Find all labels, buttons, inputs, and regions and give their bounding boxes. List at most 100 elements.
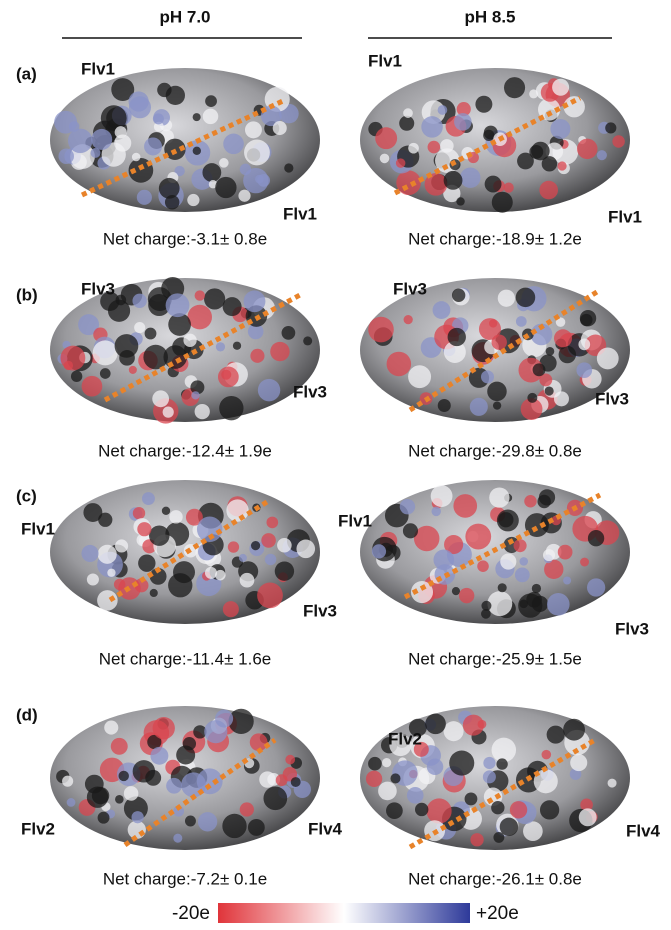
surface-patch: [141, 492, 155, 506]
surface-patch: [143, 344, 168, 370]
surface-patch: [596, 347, 619, 370]
surface-patch: [190, 380, 205, 395]
surface-patch: [449, 750, 475, 776]
surface-patch: [519, 599, 528, 609]
surface-patch: [219, 395, 244, 421]
surface-patch: [222, 813, 247, 839]
surface-patch: [484, 175, 502, 193]
surface-patch: [81, 544, 99, 563]
surface-patch: [194, 403, 210, 420]
surface-patch: [375, 127, 398, 150]
surface-patch: [114, 334, 139, 358]
surface-patch: [515, 287, 536, 308]
surface-patch: [443, 721, 464, 742]
surface-patch: [91, 128, 113, 150]
surface-patch: [557, 544, 573, 560]
surface-patch: [194, 290, 205, 301]
surface-patch: [378, 781, 397, 801]
surface-patch: [145, 769, 162, 786]
surface-patch: [578, 338, 591, 351]
surface-patch: [204, 288, 226, 310]
surface-patch: [500, 553, 517, 570]
surface-patch: [547, 593, 570, 616]
surface-patch: [222, 601, 239, 618]
surface-patch: [128, 365, 137, 374]
surface-patch: [379, 153, 390, 164]
protein-label: Flv4: [626, 821, 661, 840]
surface-patch: [477, 560, 489, 572]
surface-patch: [78, 314, 100, 336]
surface-patch: [570, 754, 588, 772]
surface-patch: [147, 734, 162, 750]
surface-patch: [482, 770, 496, 784]
surface-patch: [553, 391, 569, 407]
surface-patch: [555, 317, 566, 327]
surface-patch: [492, 401, 502, 410]
surface-patch: [104, 720, 119, 735]
surface-patch: [578, 808, 597, 827]
surface-patch: [131, 811, 144, 824]
surface-patch: [538, 98, 561, 121]
surface-patch: [202, 163, 222, 182]
surface-patch: [118, 770, 129, 782]
surface-patch: [238, 189, 251, 202]
surface-patch: [215, 342, 226, 352]
surface-patch: [580, 798, 593, 812]
surface-patch: [277, 537, 292, 553]
surface-patch: [406, 786, 424, 804]
surface-patch: [576, 362, 593, 379]
net-charge: Net charge:-3.1± 0.8e: [103, 229, 267, 248]
surface-patch: [427, 140, 441, 154]
surface-patch: [558, 345, 577, 364]
surface-patch: [545, 346, 555, 356]
surface-patch: [530, 323, 553, 346]
surface-patch: [272, 121, 287, 136]
surface-patch: [443, 170, 463, 190]
surface-patch: [247, 323, 264, 340]
surface-patch: [447, 327, 466, 347]
surface-patch: [543, 549, 556, 562]
surface-patch: [403, 314, 413, 325]
surface-patch: [158, 177, 180, 199]
surface-patch: [541, 156, 558, 172]
surface-patch: [128, 96, 151, 119]
net-charge: Net charge:-26.1± 0.8e: [408, 869, 582, 888]
surface-patch: [243, 290, 266, 313]
surface-patch: [462, 714, 484, 736]
surface-patch: [127, 820, 146, 839]
surface-patch: [413, 525, 440, 552]
surface-patch: [63, 360, 74, 371]
protein-label: Flv3: [595, 389, 629, 408]
surface-patch: [249, 733, 268, 752]
surface-patch: [444, 534, 464, 555]
surface-patch: [395, 158, 406, 168]
interface-line: [408, 287, 602, 413]
surface-patch: [197, 812, 218, 832]
surface-patch: [563, 718, 585, 741]
surface-patch: [239, 802, 254, 817]
surface-patch: [92, 340, 118, 366]
surface-patch: [460, 167, 481, 188]
surface-patch: [168, 313, 191, 336]
surface-patch: [223, 133, 244, 155]
surface-patch: [149, 588, 158, 598]
surface-patch: [222, 297, 242, 317]
surface-patch: [144, 137, 163, 156]
surface-patch: [239, 572, 255, 588]
surface-patch: [232, 341, 242, 350]
surface-patch: [410, 581, 434, 604]
surface-patch: [498, 512, 514, 528]
surface-patch: [250, 541, 261, 551]
surface-patch: [58, 148, 74, 164]
interface-line: [393, 95, 582, 196]
surface-patch: [453, 494, 478, 518]
surface-patch: [91, 786, 110, 805]
surface-patch: [165, 293, 190, 318]
colorbar: [218, 903, 470, 923]
surface-patch: [153, 121, 164, 132]
protein-label: Flv2: [21, 819, 55, 838]
surface-patch: [187, 193, 200, 207]
surface-patch: [296, 539, 316, 559]
protein-label: Flv1: [81, 59, 115, 78]
interface-line: [403, 492, 602, 600]
